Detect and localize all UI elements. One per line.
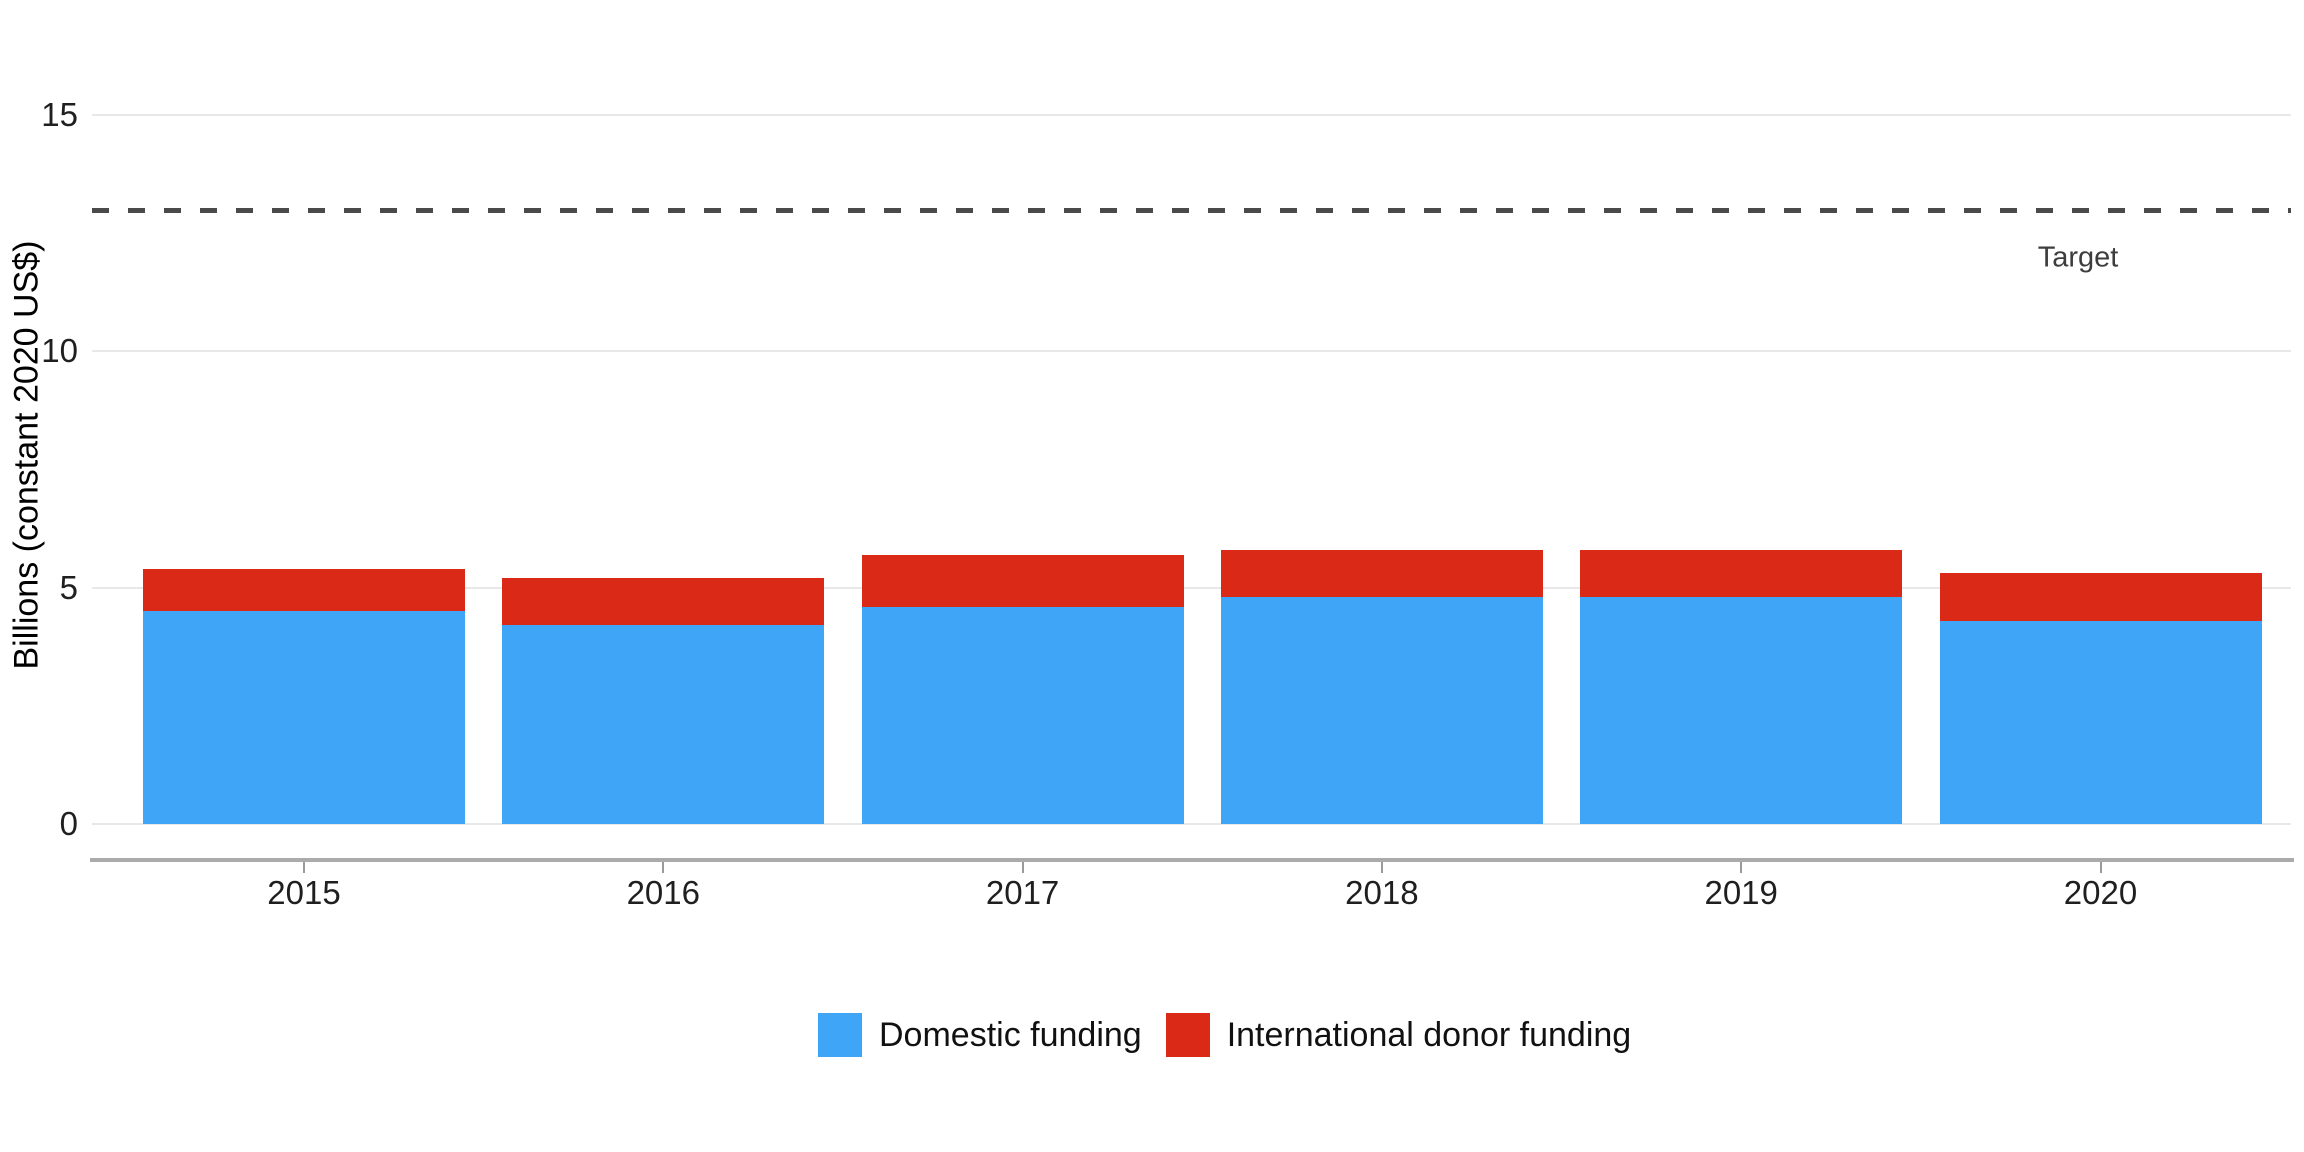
x-axis-line [90, 858, 2294, 862]
bar-segment-2015-international-donor-funding [143, 568, 465, 612]
x-tick-label-2019: 2019 [1704, 874, 1778, 911]
legend-swatch-international-donor-funding-icon [1165, 1013, 1210, 1057]
x-tick-mark-2018 [1380, 862, 1383, 873]
x-tick-label-2020: 2020 [2063, 874, 2138, 911]
bar-segment-2020-domestic-funding [1939, 620, 2262, 824]
bar-segment-2020-international-donor-funding [1939, 573, 2262, 621]
legend: Domestic funding International donor fun… [818, 1013, 1631, 1057]
legend-label-international-donor-funding: International donor funding [1226, 1015, 1632, 1054]
y-tick-label-5: 5 [59, 568, 78, 606]
y-tick-label-10: 10 [41, 332, 78, 370]
x-tick-mark-2020 [2099, 862, 2102, 873]
x-tick-mark-2017 [1021, 862, 1024, 873]
x-tick-mark-2016 [662, 862, 665, 873]
gridline-y-15 [92, 114, 2291, 116]
legend-label-domestic-funding: Domestic funding [879, 1015, 1142, 1054]
gridline-y-0 [92, 823, 2291, 825]
x-tick-label-2018: 2018 [1345, 874, 1419, 911]
bar-segment-2019-domestic-funding [1580, 597, 1903, 824]
legend-item-international-donor-funding: International donor funding [1165, 1013, 1632, 1057]
bar-segment-2016-international-donor-funding [502, 578, 825, 626]
target-line-label: Target [2037, 241, 2119, 274]
bar-segment-2018-international-donor-funding [1220, 549, 1543, 598]
bar-segment-2018-domestic-funding [1220, 597, 1543, 824]
x-tick-mark-2015 [303, 862, 305, 873]
x-tick-label-2016: 2016 [626, 874, 700, 911]
y-tick-label-15: 15 [41, 95, 78, 133]
target-line [92, 207, 2291, 213]
x-tick-label-2017: 2017 [985, 874, 1060, 911]
bar-segment-2016-domestic-funding [502, 625, 825, 824]
gridline-y-5 [92, 586, 2291, 589]
y-tick-label-0: 0 [59, 804, 78, 842]
bar-segment-2015-domestic-funding [143, 611, 465, 824]
x-tick-mark-2019 [1740, 862, 1743, 873]
bar-segment-2017-international-donor-funding [861, 554, 1184, 607]
x-tick-label-2015: 2015 [267, 874, 341, 911]
legend-item-domestic-funding: Domestic funding [818, 1013, 1142, 1057]
y-axis-title: Billions (constant 2020 US$) [7, 240, 46, 670]
gridline-y-10 [92, 350, 2291, 353]
legend-swatch-domestic-funding-icon [818, 1013, 862, 1057]
bar-segment-2019-international-donor-funding [1580, 549, 1903, 598]
bar-segment-2017-domestic-funding [861, 606, 1184, 824]
